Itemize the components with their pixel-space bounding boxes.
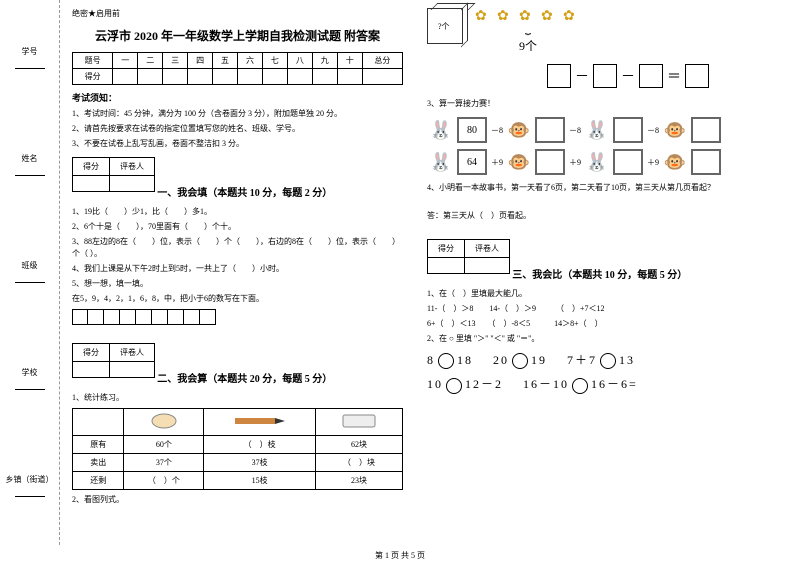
calc-start: 64: [457, 149, 487, 175]
section2-scorebox: 得分评卷人: [72, 343, 155, 378]
flower-icon: ✿: [475, 8, 493, 26]
score-table: 题号一二三四五六七八九十总分 得分: [72, 52, 403, 85]
margin-xingming: 姓名: [15, 153, 45, 178]
compare-row-1: 818 2019 7＋713: [427, 351, 758, 369]
exam-title: 云浮市 2020 年一年级数学上学期自我检测试题 附答案: [72, 27, 403, 44]
s2-q4: 4、小明看一本故事书，第一天看了6页，第二天看了10页，第三天从第几页看起？: [427, 182, 758, 194]
rule-2: 2、请首先按要求在试卷的指定位置填写您的姓名、班级、学号。: [72, 123, 403, 135]
compare-row-2: 1012－2 16－1016－6=: [427, 375, 758, 393]
flower-icon: ✿: [497, 8, 515, 26]
margin-items: 学号 姓名 班级 学校 乡镇（街道）: [2, 5, 57, 540]
binding-margin: 学号 姓名 班级 学校 乡镇（街道）: [0, 0, 60, 545]
monkey-icon: 🐵: [661, 148, 689, 176]
section3-title: 三、我会比（本题共 10 分，每题 5 分）: [512, 266, 687, 281]
score-header-row: 题号一二三四五六七八九十总分: [73, 53, 403, 69]
relay-row-1: 🐰 80 －8 🐵 －8 🐰 －8 🐵: [427, 116, 758, 144]
stat-table: 原有60个（ ）枝62块 卖出37个37枝（ ）块 还剩（ ）个15枝23块: [72, 408, 403, 490]
s1-q2: 2、6个十是（ ），70里面有（ ）个十。: [72, 221, 403, 233]
rules: 1、考试时间：45 分钟，满分为 100 分（含卷面分 3 分），附加题单独 2…: [72, 108, 403, 150]
notice-heading: 考试须知：: [72, 91, 403, 104]
section2-title: 二、我会算（本题共 20 分，每题 5 分）: [157, 370, 332, 385]
s3-q2: 2、在 ○ 里填 "＞" "＜" 或 "＝"。: [427, 333, 758, 345]
s1-q3: 3、88左边的8在（ ）位，表示（ ）个（ ），右边的8在（ ）位，表示（ ）个…: [72, 236, 403, 260]
arrow-op: －8: [569, 125, 581, 136]
relay-rows: 🐰 80 －8 🐵 －8 🐰 －8 🐵 🐰 64 ＋9 🐵 ＋9 🐰: [427, 116, 758, 176]
s3-line2: 6+（ ）＜13 （ ）-8＜5 14＞8+（ ）: [427, 318, 758, 330]
page-footer: 第 1 页 共 5 页: [0, 550, 800, 561]
flowers-group: ✿✿✿✿✿ ⏟ 9个: [475, 8, 581, 54]
rabbit-icon: 🐰: [583, 116, 611, 144]
cube-flowers: ?个 ✿✿✿✿✿ ⏟ 9个: [427, 8, 758, 54]
eq-box: [685, 64, 709, 88]
rule-1: 1、考试时间：45 分钟，满分为 100 分（含卷面分 3 分），附加题单独 2…: [72, 108, 403, 120]
brace-icon: ⏟: [525, 24, 531, 35]
answer-boxes: [72, 309, 403, 325]
s2-q1: 1、统计练习。: [72, 392, 403, 404]
eraser-icon: [316, 409, 403, 436]
eq-box: [639, 64, 663, 88]
confidential-label: 绝密★启用前: [72, 8, 403, 19]
flower-icon: ✿: [563, 8, 581, 26]
circle-blank: [512, 353, 528, 369]
flower-icon: ✿: [541, 8, 559, 26]
eq-box: [593, 64, 617, 88]
s2-q4-answer: 答：第三天从（ ）页看起。: [427, 210, 758, 222]
s3-line1: 11-（ ）＞8 14-（ ）＞9 （ ）+7＜12: [427, 303, 758, 315]
arrow-op: ＋9: [647, 157, 659, 168]
minus-op: －: [575, 66, 589, 86]
sharpener-icon: [124, 409, 204, 436]
page: 学号 姓名 班级 学校 乡镇（街道） 绝密★启用前 云浮市 2020 年一年级数…: [0, 0, 800, 545]
s2-q2: 2、看图列式。: [72, 494, 403, 506]
s1-q4: 4、我们上课是从下午2时上到5时，一共上了（ ）小时。: [72, 263, 403, 275]
s3-q1: 1、在（ ）里填最大能几。: [427, 288, 758, 300]
calc-box: [535, 117, 565, 143]
minus-op: －: [621, 66, 635, 86]
section1-title: 一、我会填（本题共 10 分，每题 2 分）: [157, 184, 332, 199]
monkey-icon: 🐵: [505, 116, 533, 144]
calc-box: [691, 117, 721, 143]
stat-img-row: [73, 409, 403, 436]
arrow-op: ＋9: [569, 157, 581, 168]
rabbit-icon: 🐰: [583, 148, 611, 176]
monkey-icon: 🐵: [505, 148, 533, 176]
equals-op: ＝: [667, 66, 681, 86]
calc-box: [613, 149, 643, 175]
pencil-icon: [204, 409, 316, 436]
circle-blank: [446, 378, 462, 394]
left-column: 绝密★启用前 云浮市 2020 年一年级数学上学期自我检测试题 附答案 题号一二…: [60, 0, 415, 545]
count-label: 9个: [519, 37, 537, 54]
calc-box: [535, 149, 565, 175]
arrow-op: ＋9: [491, 157, 503, 168]
circle-blank: [600, 353, 616, 369]
section3-scorebox: 得分评卷人: [427, 239, 510, 274]
calc-box: [691, 149, 721, 175]
s2-q3: 3、算一算接力赛！: [427, 98, 758, 110]
rule-3: 3、不要在试卷上乱写乱画，卷面不整洁扣 3 分。: [72, 138, 403, 150]
arrow-op: －8: [491, 125, 503, 136]
arrow-op: －8: [647, 125, 659, 136]
s1-q5: 5、想一想，填一填。: [72, 278, 403, 290]
rabbit-icon: 🐰: [427, 116, 455, 144]
circle-blank: [438, 353, 454, 369]
circle-blank: [572, 378, 588, 394]
score-value-row: 得分: [73, 69, 403, 85]
section1-scorebox: 得分评卷人: [72, 157, 155, 192]
margin-xiangzhen: 乡镇（街道）: [6, 474, 54, 499]
eq-box: [547, 64, 571, 88]
s1-q1: 1、19比（ ）少1，比（ ）多1。: [72, 206, 403, 218]
margin-xuehao: 学号: [15, 46, 45, 71]
monkey-icon: 🐵: [661, 116, 689, 144]
relay-row-2: 🐰 64 ＋9 🐵 ＋9 🐰 ＋9 🐵: [427, 148, 758, 176]
margin-banji: 班级: [15, 260, 45, 285]
s1-q5b: 在5，9，4，2，1，6，8，中，把小于6的数写在下面。: [72, 293, 403, 305]
cube-icon: ?个: [427, 8, 463, 44]
calc-start: 80: [457, 117, 487, 143]
rabbit-icon: 🐰: [427, 148, 455, 176]
right-column: ?个 ✿✿✿✿✿ ⏟ 9个 － － ＝ 3、算一算接力赛！ 🐰 80 －8: [415, 0, 770, 545]
equation-boxes: － － ＝: [547, 64, 758, 88]
calc-box: [613, 117, 643, 143]
margin-xuexiao: 学校: [15, 367, 45, 392]
